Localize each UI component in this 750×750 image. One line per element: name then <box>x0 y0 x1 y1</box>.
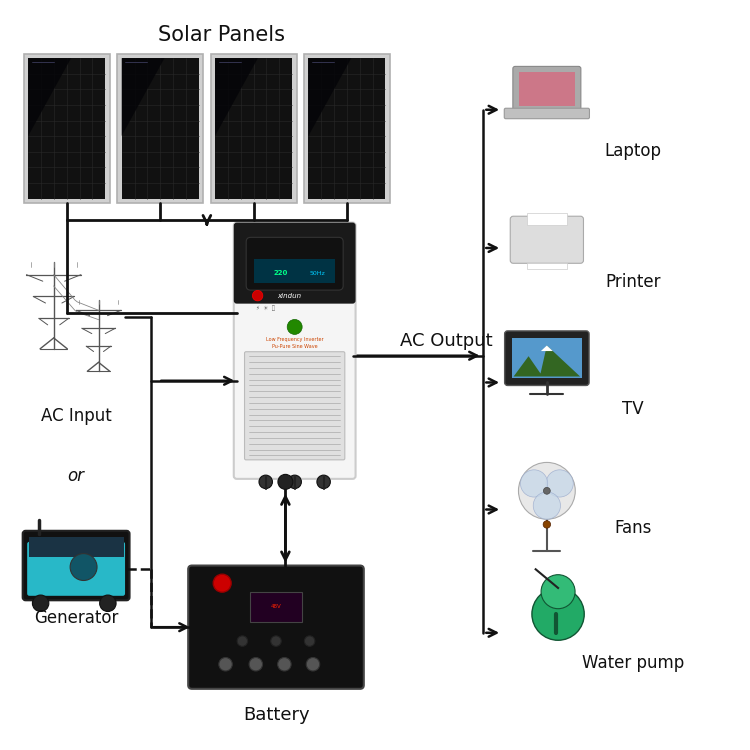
Circle shape <box>287 320 302 334</box>
FancyBboxPatch shape <box>526 262 567 268</box>
Polygon shape <box>215 58 258 136</box>
Circle shape <box>249 658 262 671</box>
Polygon shape <box>308 58 351 136</box>
FancyBboxPatch shape <box>215 58 292 199</box>
Text: Low Frequency Inverter: Low Frequency Inverter <box>266 337 323 342</box>
Circle shape <box>533 492 560 519</box>
FancyBboxPatch shape <box>250 592 302 622</box>
Text: or: or <box>68 466 85 485</box>
Text: 220: 220 <box>274 270 288 276</box>
FancyBboxPatch shape <box>234 223 356 304</box>
FancyBboxPatch shape <box>246 237 344 290</box>
Circle shape <box>213 574 231 592</box>
Circle shape <box>288 476 302 488</box>
Circle shape <box>259 476 272 488</box>
Text: xindun: xindun <box>278 292 302 298</box>
Circle shape <box>278 475 293 489</box>
Circle shape <box>543 520 550 528</box>
Text: TV: TV <box>622 400 644 418</box>
Circle shape <box>546 470 573 497</box>
FancyBboxPatch shape <box>211 54 296 203</box>
Circle shape <box>100 595 116 611</box>
Text: Generator: Generator <box>34 609 118 627</box>
FancyBboxPatch shape <box>22 531 130 600</box>
Circle shape <box>532 588 584 640</box>
FancyBboxPatch shape <box>234 223 356 478</box>
Text: 50Hz: 50Hz <box>310 271 326 275</box>
FancyBboxPatch shape <box>237 226 352 301</box>
Circle shape <box>237 636 248 646</box>
FancyBboxPatch shape <box>244 352 345 460</box>
Circle shape <box>253 290 262 301</box>
FancyBboxPatch shape <box>512 338 581 378</box>
Text: Laptop: Laptop <box>604 142 662 160</box>
FancyBboxPatch shape <box>28 58 105 199</box>
Circle shape <box>541 574 575 609</box>
FancyBboxPatch shape <box>526 213 567 225</box>
Circle shape <box>278 658 291 671</box>
FancyBboxPatch shape <box>308 58 386 199</box>
Text: Fans: Fans <box>614 519 652 537</box>
FancyBboxPatch shape <box>27 542 125 596</box>
FancyBboxPatch shape <box>513 67 580 112</box>
Text: Pu-Pure Sine Wave: Pu-Pure Sine Wave <box>272 344 317 350</box>
FancyBboxPatch shape <box>304 54 390 203</box>
Text: ⚡  ☀  🔋: ⚡ ☀ 🔋 <box>256 305 275 311</box>
FancyBboxPatch shape <box>117 54 203 203</box>
Text: AC Input: AC Input <box>40 407 112 425</box>
Circle shape <box>32 595 49 611</box>
Text: Printer: Printer <box>605 272 661 290</box>
Circle shape <box>317 476 330 488</box>
Text: Water pump: Water pump <box>582 654 684 672</box>
Circle shape <box>304 636 315 646</box>
Polygon shape <box>28 58 71 136</box>
FancyBboxPatch shape <box>28 538 124 556</box>
Polygon shape <box>541 346 553 351</box>
Polygon shape <box>514 346 580 376</box>
Text: Solar Panels: Solar Panels <box>158 25 285 45</box>
FancyBboxPatch shape <box>519 73 575 106</box>
Text: 48V: 48V <box>271 604 281 609</box>
Text: Battery: Battery <box>243 706 310 724</box>
FancyBboxPatch shape <box>510 216 584 263</box>
Circle shape <box>219 658 232 671</box>
Circle shape <box>544 488 550 494</box>
Circle shape <box>271 636 281 646</box>
FancyBboxPatch shape <box>188 566 364 688</box>
FancyBboxPatch shape <box>254 260 335 284</box>
FancyBboxPatch shape <box>505 331 589 386</box>
FancyBboxPatch shape <box>24 54 109 203</box>
Polygon shape <box>122 58 164 136</box>
Circle shape <box>520 470 548 497</box>
FancyBboxPatch shape <box>122 58 199 199</box>
Circle shape <box>306 658 320 671</box>
FancyBboxPatch shape <box>504 108 590 118</box>
Circle shape <box>70 554 97 580</box>
Text: AC Output: AC Output <box>400 332 492 350</box>
Circle shape <box>518 463 575 519</box>
